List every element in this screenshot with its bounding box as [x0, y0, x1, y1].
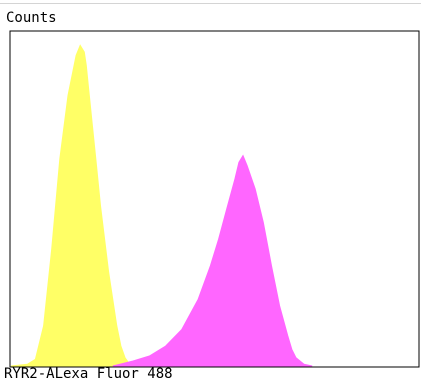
x-axis-label: RYR2-ALexa Fluor 488	[4, 366, 173, 382]
histogram-series-1	[10, 44, 135, 367]
y-axis-label: Counts	[6, 10, 57, 26]
histogram-series-2	[112, 154, 313, 367]
top-divider	[0, 3, 421, 4]
